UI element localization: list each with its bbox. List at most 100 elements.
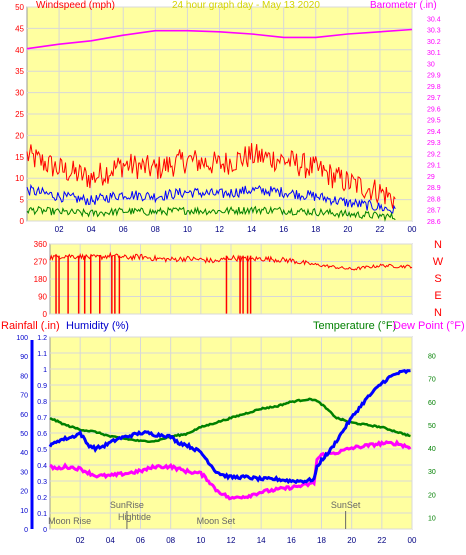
- barometer-y-tick: 29.9: [427, 73, 441, 80]
- temperature-y-tick: 80: [428, 354, 436, 361]
- temp-x-tick: 12: [227, 536, 236, 545]
- wind-x-tick: 20: [343, 225, 352, 234]
- humidity-y-tick: 100: [16, 335, 28, 342]
- barometer-y-tick: 30: [427, 61, 435, 68]
- humidity-y-ticks: 0 10 20 30 40 50 60 70 80 90 100: [16, 335, 28, 534]
- wind-x-tick: 22: [375, 225, 384, 234]
- wind-y-tick: 0: [20, 217, 25, 226]
- annotation-moon-rise: Moon Rise: [48, 516, 91, 526]
- wind-x-tick: 08: [151, 225, 160, 234]
- temp-x-tick: 18: [317, 536, 326, 545]
- barometer-y-tick: 28.6: [427, 219, 441, 226]
- annotation-moon-set: Moon Set: [197, 516, 236, 526]
- barometer-y-tick: 29.4: [427, 129, 441, 136]
- wind-x-tick: 10: [183, 225, 192, 234]
- humidity-y-tick: 10: [20, 508, 28, 515]
- humidity-line: [48, 369, 411, 485]
- humidity-y-tick: 80: [20, 373, 28, 380]
- wind-x-tick: 00: [408, 225, 417, 234]
- rainfall-y-tick: 0: [43, 527, 47, 534]
- barometer-y-tick: 30.2: [427, 39, 441, 46]
- rainfall-y-tick: 1: [43, 367, 47, 374]
- wind-x-tick: 14: [247, 225, 256, 234]
- temp-x-tick: 20: [347, 536, 356, 545]
- direction-dips: [55, 255, 252, 314]
- barometer-axis-label: Barometer (.in): [370, 0, 437, 11]
- wind-panel: 02 04 06 08 10 12 14 16 18 20 22 00 0 5 10 15 20 25 30 35 4…: [15, 3, 441, 234]
- direction-y-tick: 360: [34, 240, 48, 249]
- chart-title: 24 hour graph day - May 13 2020: [172, 0, 320, 11]
- barometer-y-tick: 29.7: [427, 95, 441, 102]
- direction-y-tick: 270: [34, 258, 48, 267]
- humidity-y-tick: 90: [20, 354, 28, 361]
- wind-x-ticks: 02 04 06 08 10 12 14 16 18 20 22 00: [55, 225, 417, 234]
- temp-x-tick: 06: [136, 536, 145, 545]
- wind-x-tick: 02: [55, 225, 64, 234]
- wind-axis-label: Windspeed (mph): [36, 0, 115, 11]
- wind-max-trace: [26, 143, 396, 209]
- rainfall-y-tick: 0.9: [37, 383, 47, 390]
- temperature-y-tick: 50: [428, 423, 436, 430]
- temperature-y-tick: 20: [428, 492, 436, 499]
- barometer-y-tick: 28.9: [427, 185, 441, 192]
- humidity-y-tick: 20: [20, 489, 28, 496]
- wind-x-tick: 06: [119, 225, 128, 234]
- temp-x-tick: 04: [106, 536, 115, 545]
- wind-y-tick: 50: [15, 3, 24, 12]
- barometer-y-tick: 29.2: [427, 151, 441, 158]
- temperature-y-tick: 60: [428, 400, 436, 407]
- temp-x-tick: 02: [76, 536, 85, 545]
- direction-y-tick: 180: [34, 275, 48, 284]
- wind-y-tick: 35: [15, 67, 24, 76]
- humidity-y-tick: 0: [24, 527, 28, 534]
- compass-letter: E: [434, 290, 441, 302]
- barometer-line: [26, 28, 413, 50]
- temp-x-tick: 00: [408, 536, 417, 545]
- barometer-y-tick: 29.1: [427, 163, 441, 170]
- wind-y-tick: 20: [15, 131, 24, 140]
- barometer-y-tick: 30.1: [427, 50, 441, 57]
- wind-avg-trace: [26, 183, 396, 214]
- wind-gridlines: [27, 6, 413, 222]
- direction-y-tick: 90: [38, 293, 47, 302]
- barometer-y-tick: 30.4: [427, 16, 441, 23]
- rainfall-y-tick: 0.2: [37, 495, 47, 502]
- direction-y-tick: 0: [43, 310, 48, 319]
- humidity-y-tick: 30: [20, 469, 28, 476]
- barometer-y-tick: 28.8: [427, 196, 441, 203]
- astro-annotations: SunRise Hightide Moon Set SunSet Moon Rise: [48, 500, 361, 529]
- wind-y-ticks: 0 5 10 15 20 25 30 35 40 45 50: [15, 3, 24, 226]
- wind-x-tick: 12: [215, 225, 224, 234]
- wind-y-tick: 5: [20, 196, 25, 205]
- wind-x-tick: 04: [87, 225, 96, 234]
- wind-x-tick: 16: [279, 225, 288, 234]
- rainfall-y-tick: 0.8: [37, 399, 47, 406]
- rainfall-y-tick: 0.7: [37, 415, 47, 422]
- rainfall-y-ticks: 0 0.1 0.2 0.3 0.4 0.5 0.6 0.7 0.8 0.9 1 1.1 1.2: [37, 335, 47, 534]
- wind-min-trace: [26, 205, 396, 222]
- wind-traces: [26, 143, 396, 222]
- annotation-sunset: SunSet: [331, 500, 361, 510]
- wind-y-tick: 25: [15, 110, 24, 119]
- temp-x-tick: 10: [196, 536, 205, 545]
- temp-x-tick: 22: [377, 536, 386, 545]
- temperature-y-tick: 10: [428, 515, 436, 522]
- temp-x-tick: 08: [166, 536, 175, 545]
- humidity-y-tick: 70: [20, 393, 28, 400]
- humidity-axis-label: Humidity (%): [66, 320, 129, 332]
- temperature-y-tick: 40: [428, 446, 436, 453]
- rainfall-y-tick: 1.1: [37, 351, 47, 358]
- humidity-y-tick: 60: [20, 412, 28, 419]
- dewpoint-axis-label: Dew Point (°F): [393, 320, 465, 332]
- compass-letter: W: [433, 256, 444, 268]
- temp-x-ticks: 02 04 06 08 10 12 14 16 18 20 22 00: [76, 536, 417, 545]
- dewpoint-line: [49, 439, 412, 501]
- rainfall-y-tick: 1.2: [37, 335, 47, 342]
- barometer-y-tick: 29: [427, 174, 435, 181]
- barometer-y-tick: 30.3: [427, 28, 441, 35]
- humidity-y-tick: 40: [20, 450, 28, 457]
- rainfall-y-tick: 0.3: [37, 479, 47, 486]
- temp-x-tick: 16: [287, 536, 296, 545]
